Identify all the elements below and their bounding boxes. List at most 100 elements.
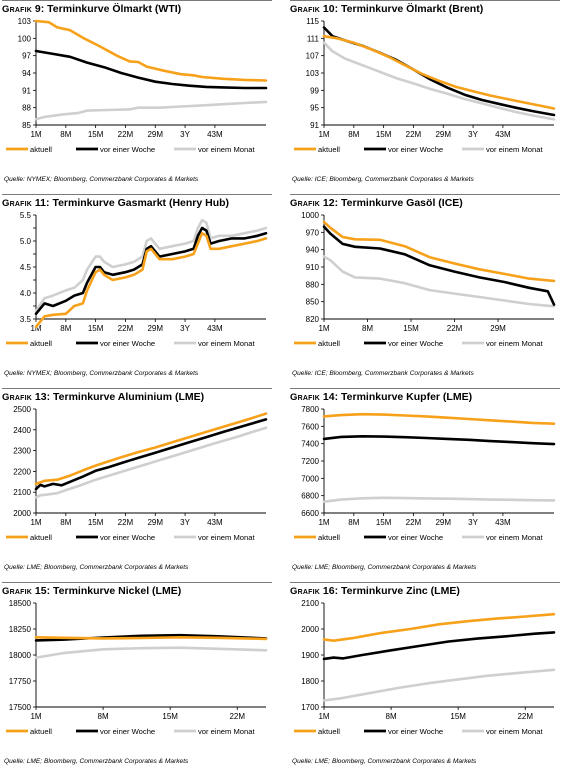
chart-source: Quelle: LME; Bloomberg, Commerzbank Corp… [292,758,477,765]
line-chart: 3.5 4.0 4.5 5.0 5.5 1M 8M 15M 22M 29M 3Y 43M aktuell… [6,211,268,348]
chart-panel-g14: Grafik 14: Terminkurve Kupfer (LME) 6600 6… [290,388,560,577]
series-line-vor-einem-monat [34,218,268,313]
line-chart: 17500 17750 18000 18250 18500 1M 8M 15M 22M aktue… [6,599,268,736]
line-chart: 85 88 91 94 97 100 103 1M 8M 15M 22M 29M 3Y 43M aktuel… [6,17,268,154]
series-line-vor-einem-monat [322,41,556,121]
x-tick-label: 43M [495,518,511,527]
chart-title-prefix: Grafik [290,4,320,15]
series-line-vor-einem-monat [34,100,268,121]
y-tick-label: 1900 [301,651,319,660]
chart-title-text: Terminkurve Ölmarkt (Brent) [341,3,484,15]
x-tick-label: 3Y [468,518,478,527]
chart-title-prefix: Grafik [2,4,32,15]
chart-source: Quelle: NYMEX; Bloomberg, Commerzbank Co… [4,176,199,183]
x-tick-label: 29M [147,324,163,333]
y-tick-label: 103 [18,17,32,26]
series-line-vor-einem-monat [322,668,556,702]
legend-label: aktuell [318,145,340,154]
x-tick-label: 1M [318,130,329,139]
y-tick-label: 103 [306,69,320,78]
x-tick-label: 43M [207,130,223,139]
x-tick-label: 1M [30,130,41,139]
y-tick-label: 4.5 [20,263,32,272]
x-tick-label: 43M [207,324,223,333]
legend-label: vor einer Woche [100,145,155,154]
chart-title: Grafik 9: Terminkurve Ölmarkt (WTI) [2,3,181,15]
line-chart: 91 95 99 103 107 111 115 1M 8M 15M 22M 29M 3Y 43M aktu… [294,17,556,154]
chart-title: Grafik 13: Terminkurve Aluminium (LME) [2,391,204,403]
y-tick-label: 910 [306,263,320,272]
legend-label: vor einer Woche [388,727,443,736]
y-tick-label: 99 [310,86,319,95]
x-tick-label: 15M [376,130,392,139]
y-tick-label: 7400 [301,440,319,449]
legend-label: vor einem Monat [486,727,543,736]
chart-source: Quelle: ICE; Bloomberg, Commerzbank Corp… [292,176,474,183]
y-tick-label: 2200 [13,467,31,476]
y-tick-label: 91 [310,121,319,130]
x-tick-label: 8M [60,130,71,139]
legend-label: aktuell [30,533,52,542]
y-tick-label: 2400 [13,426,31,435]
legend-label: vor einer Woche [100,727,155,736]
series-line-aktuell [34,412,268,486]
chart-panel-g15: Grafik 15: Terminkurve Nickel (LME) 17500… [2,582,272,771]
y-tick-label: 2000 [13,509,31,518]
y-tick-label: 7600 [301,422,319,431]
x-tick-label: 1M [30,518,41,527]
y-tick-label: 850 [306,298,320,307]
legend-label: aktuell [318,533,340,542]
x-tick-label: 15M [88,518,104,527]
y-tick-label: 2000 [301,625,319,634]
y-tick-label: 1000 [301,211,319,220]
y-tick-label: 2100 [13,488,31,497]
legend-label: vor einem Monat [198,145,255,154]
x-tick-label: 43M [495,130,511,139]
y-tick-label: 7800 [301,405,319,414]
chart-title: Grafik 12: Terminkurve Gasöl (ICE) [290,197,463,209]
panel-rule [2,388,272,389]
chart-title-prefix: Grafik [2,586,32,597]
chart-title-text: Terminkurve Zinc (LME) [341,585,460,597]
series-line-vor-einer-woche [34,226,268,316]
legend-label: vor einer Woche [388,145,443,154]
chart-title-prefix: Grafik [290,586,320,597]
x-tick-label: 29M [147,518,163,527]
line-chart: 1700 1800 1900 2000 2100 1M 8M 15M 22M aktuell vor… [294,599,556,736]
x-tick-label: 15M [376,518,392,527]
x-tick-label: 22M [118,324,134,333]
x-tick-label: 8M [348,518,359,527]
x-tick-label: 3Y [180,518,190,527]
legend-label: aktuell [30,727,52,736]
y-tick-label: 6800 [301,492,319,501]
series-line-vor-einem-monat [322,496,556,503]
y-tick-label: 88 [22,104,31,113]
panel-rule [2,194,272,195]
x-tick-label: 43M [207,518,223,527]
panel-rule [290,388,560,389]
y-tick-label: 17500 [9,703,32,712]
y-tick-label: 85 [22,121,31,130]
y-tick-label: 17750 [9,677,32,686]
y-tick-label: 18250 [9,625,32,634]
chart-title: Grafik 16: Terminkurve Zinc (LME) [290,585,460,597]
x-tick-label: 15M [450,712,466,721]
chart-panel-g13: Grafik 13: Terminkurve Aluminium (LME) 20… [2,388,272,577]
x-tick-label: 22M [517,712,533,721]
chart-source: Quelle: ICE; Bloomberg, Commerzbank Corp… [292,370,474,377]
chart-title: Grafik 10: Terminkurve Ölmarkt (Brent) [290,3,483,15]
chart-title-number: 11: [34,197,50,209]
x-tick-label: 22M [406,518,422,527]
line-chart: 820 850 880 910 940 970 1000 1M 8M 15M 22M 29M aktue… [294,211,556,348]
legend-label: aktuell [30,339,52,348]
x-tick-label: 29M [490,324,506,333]
legend-label: vor einem Monat [198,727,255,736]
x-tick-label: 15M [162,712,178,721]
y-tick-label: 5.5 [20,211,32,220]
series-line-aktuell [322,612,556,643]
x-tick-label: 22M [118,518,134,527]
chart-panel-g9: Grafik 9: Terminkurve Ölmarkt (WTI) 85 88 9… [2,0,272,189]
legend-label: aktuell [318,727,340,736]
x-tick-label: 22M [406,130,422,139]
x-tick-label: 1M [30,324,41,333]
